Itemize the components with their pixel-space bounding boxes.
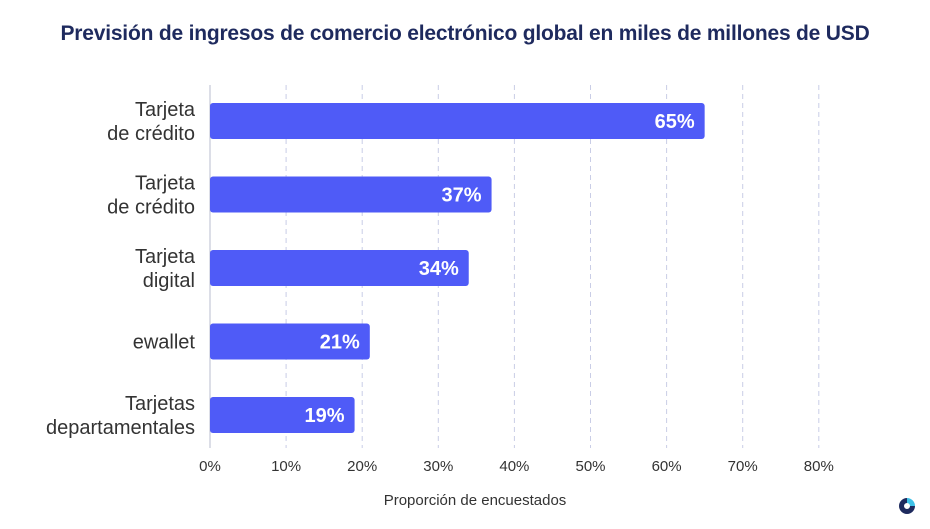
bar-value-label: 19% (305, 405, 345, 427)
y-category-label: Tarjetas departamentales (46, 393, 195, 439)
y-category-label: Tarjeta de crédito (107, 99, 196, 145)
x-tick-label: 50% (575, 458, 605, 475)
brand-logo-icon (899, 498, 915, 514)
chart-title: Previsión de ingresos de comercio electr… (60, 22, 870, 45)
y-category-label: ewallet (133, 332, 196, 354)
bar (210, 323, 370, 360)
x-tick-label: 80% (804, 458, 834, 475)
bar (210, 176, 492, 213)
bar-value-label: 34% (419, 258, 459, 280)
bar-value-label: 21% (320, 332, 360, 354)
bar (210, 250, 469, 286)
bar (210, 397, 355, 433)
x-tick-label: 40% (499, 458, 529, 475)
x-tick-label: 70% (728, 458, 758, 475)
x-axis-label: Proporción de encuestados (383, 492, 567, 509)
x-tick-label: 60% (652, 458, 682, 475)
y-category-label: Tarjeta digital (135, 246, 196, 292)
x-tick-label: 0% (199, 458, 221, 475)
y-category-label: Tarjeta de crédito (107, 173, 196, 219)
bar-value-label: 37% (442, 185, 482, 207)
x-tick-label: 10% (271, 458, 301, 475)
bar (210, 103, 705, 139)
x-tick-label: 20% (347, 458, 377, 475)
bar-value-label: 65% (655, 111, 695, 133)
x-tick-label: 30% (423, 458, 453, 475)
